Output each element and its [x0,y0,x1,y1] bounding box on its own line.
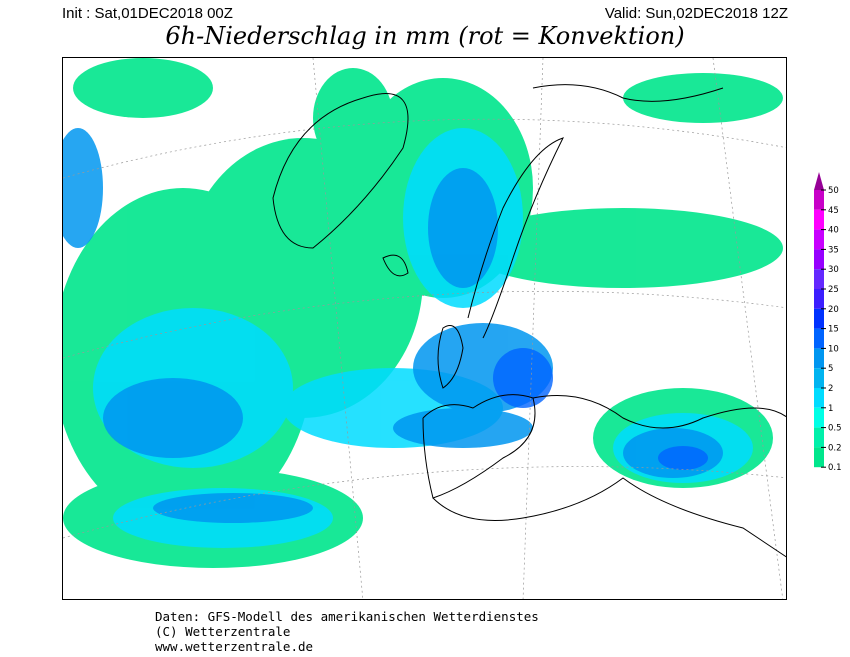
legend-label: 30 [828,265,839,275]
precip-very-heavy [493,348,708,470]
legend-swatch [814,308,824,329]
legend-swatch [814,328,824,349]
website-link[interactable]: www.wetterzentrale.de [155,639,314,654]
map-title: 6h-Niederschlag in mm (rot = Konvektion) [165,22,685,50]
legend-label: 5 [828,364,833,374]
legend-swatch [814,289,824,309]
map-graphic [63,58,786,599]
legend-label: 2 [828,384,833,394]
legend-label: 40 [828,226,839,236]
data-source: Daten: GFS-Modell des amerikanischen Wet… [155,609,539,624]
legend-label: 15 [828,325,839,335]
legend-swatch [814,368,824,388]
legend-label: 20 [828,305,839,315]
legend-swatch [814,407,824,428]
legend-label: 35 [828,245,839,255]
legend-arrow [814,172,824,190]
graticule [63,58,786,599]
legend-label: 0.5 [828,424,842,434]
valid-time: Valid: Sun,02DEC2018 12Z [604,5,788,22]
legend-swatch [814,249,824,270]
precipitation-map [62,57,787,600]
copyright: (C) Wetterzentrale [155,624,291,639]
legend-label: 50 [828,186,839,196]
legend-swatch [814,388,824,408]
legend-label: 1 [828,404,833,414]
legend-label: 45 [828,206,839,216]
legend-swatch [814,229,824,250]
precipitation-legend: 50 45 40 35 30 25 20 15 10 5 2 1 0.5 0.2 0.1 [814,172,842,473]
legend-swatch [814,209,824,230]
coastlines [272,84,786,558]
legend-label: 0.2 [828,443,842,453]
legend-swatch [814,190,824,210]
legend-label: 25 [828,285,839,295]
legend-label: 10 [828,344,839,354]
init-time: Init : Sat,01DEC2018 00Z [62,5,233,22]
legend-swatch [814,447,824,468]
legend-swatch [814,348,824,369]
legend-swatch [814,427,824,448]
legend-swatch [814,269,824,289]
legend-label: 0.1 [828,463,842,473]
